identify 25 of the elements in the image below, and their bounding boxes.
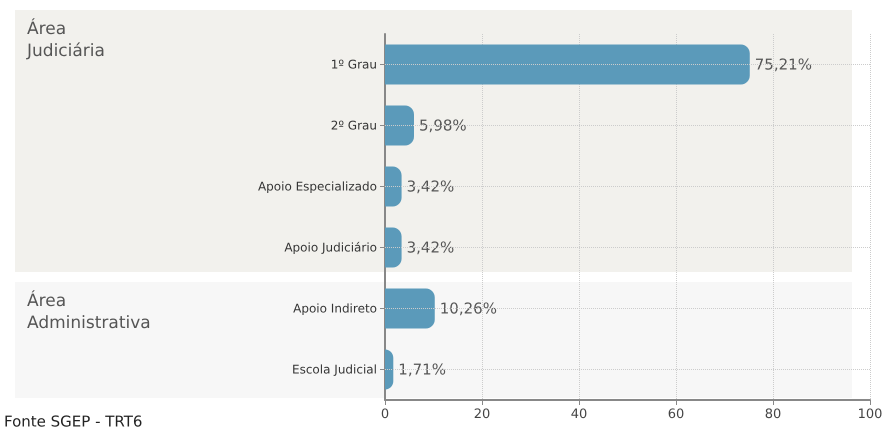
bar [385,106,414,146]
data-label: 3,42% [406,238,454,256]
bar [385,228,402,268]
band-label: Área Judiciária [26,18,105,61]
data-label: 3,42% [406,178,454,196]
bar [385,166,402,206]
y-tick-label: Apoio Judiciário [284,240,377,254]
bar [385,288,435,328]
data-label: 75,21% [754,56,812,74]
data-label: 1,71% [398,360,446,378]
y-tick-label: 2º Grau [330,118,377,132]
x-tick-label: 100 [858,407,882,422]
y-tick-label: 1º Grau [330,58,377,72]
band-label: Área Administrativa [27,290,151,333]
x-tick-label: 60 [668,407,684,422]
data-label: 10,26% [440,300,497,318]
x-tick-label: 20 [474,407,490,422]
y-tick-label: Escola Judicial [292,362,377,376]
y-tick-label: Apoio Especializado [258,180,377,194]
bar [385,44,750,84]
source-note: Fonte SGEP - TRT6 [4,412,142,430]
x-tick-label: 40 [570,407,588,422]
x-tick-label: 80 [764,407,782,422]
y-tick-label: Apoio Indireto [293,302,377,316]
x-tick-label: 0 [380,407,390,422]
